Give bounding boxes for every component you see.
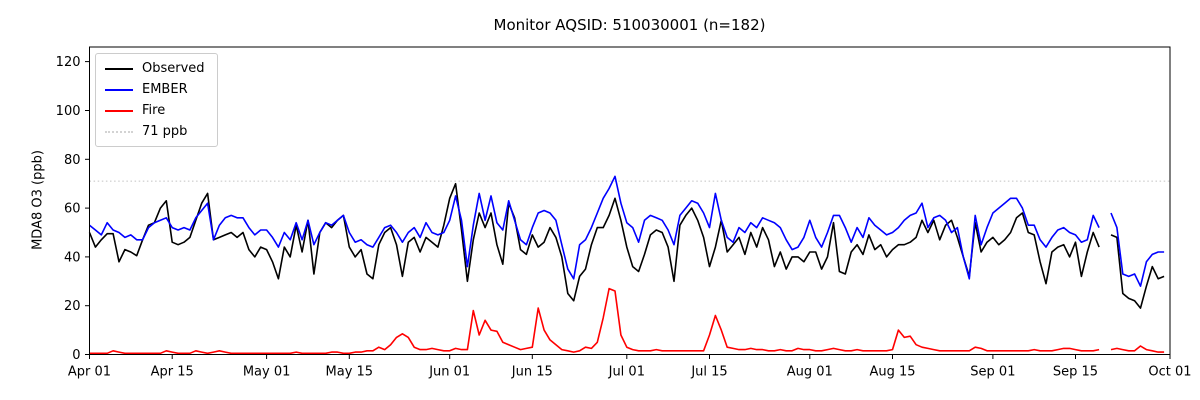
legend-label-threshold: 71 ppb: [142, 124, 188, 139]
x-tick-label: Aug 15: [869, 365, 915, 380]
y-tick-label: 60: [64, 202, 81, 217]
fire-line-swatch: [105, 109, 133, 112]
legend-item-ember: EMBER: [105, 82, 205, 97]
legend-item-threshold: 71 ppb: [105, 124, 205, 139]
y-tick-label: 40: [64, 250, 81, 265]
x-tick-label: Sep 15: [1053, 365, 1098, 380]
chart-title: Monitor AQSID: 510030001 (n=182): [493, 16, 766, 34]
ember-line: [88, 175, 1165, 287]
x-tick-label: Sep 01: [970, 365, 1015, 380]
legend-item-fire: Fire: [105, 103, 205, 118]
x-tick-label: Apr 01: [68, 365, 111, 380]
x-tick-label: May 01: [243, 365, 291, 380]
x-tick-label: Jun 01: [428, 365, 470, 380]
x-tick-label: Jul 15: [690, 365, 727, 380]
y-tick-label: 20: [64, 299, 81, 314]
ember-line-swatch: [105, 88, 133, 91]
fire-line: [89, 287, 1165, 355]
threshold-line-swatch: [105, 130, 133, 133]
observed-line-swatch: [105, 67, 133, 70]
y-tick-label: 0: [72, 348, 80, 363]
legend-label-observed: Observed: [142, 61, 205, 76]
x-tick-label: May 15: [326, 365, 374, 380]
y-tick-label: 120: [56, 55, 81, 70]
x-tick-label: Jun 15: [511, 365, 553, 380]
legend: Observed EMBER Fire 71 ppb: [95, 53, 218, 147]
x-tick-label: Aug 01: [787, 365, 833, 380]
legend-label-fire: Fire: [142, 103, 166, 118]
y-tick-label: 80: [64, 153, 81, 168]
plot-border: [89, 46, 1171, 355]
y-tick-label: 100: [56, 104, 81, 119]
x-tick-label: Oct 01: [1148, 365, 1191, 380]
x-tick-label: Jul 01: [608, 365, 645, 380]
observed-line: [88, 182, 1165, 309]
legend-label-ember: EMBER: [142, 82, 188, 97]
x-tick-label: Apr 15: [151, 365, 194, 380]
legend-item-observed: Observed: [105, 61, 205, 76]
